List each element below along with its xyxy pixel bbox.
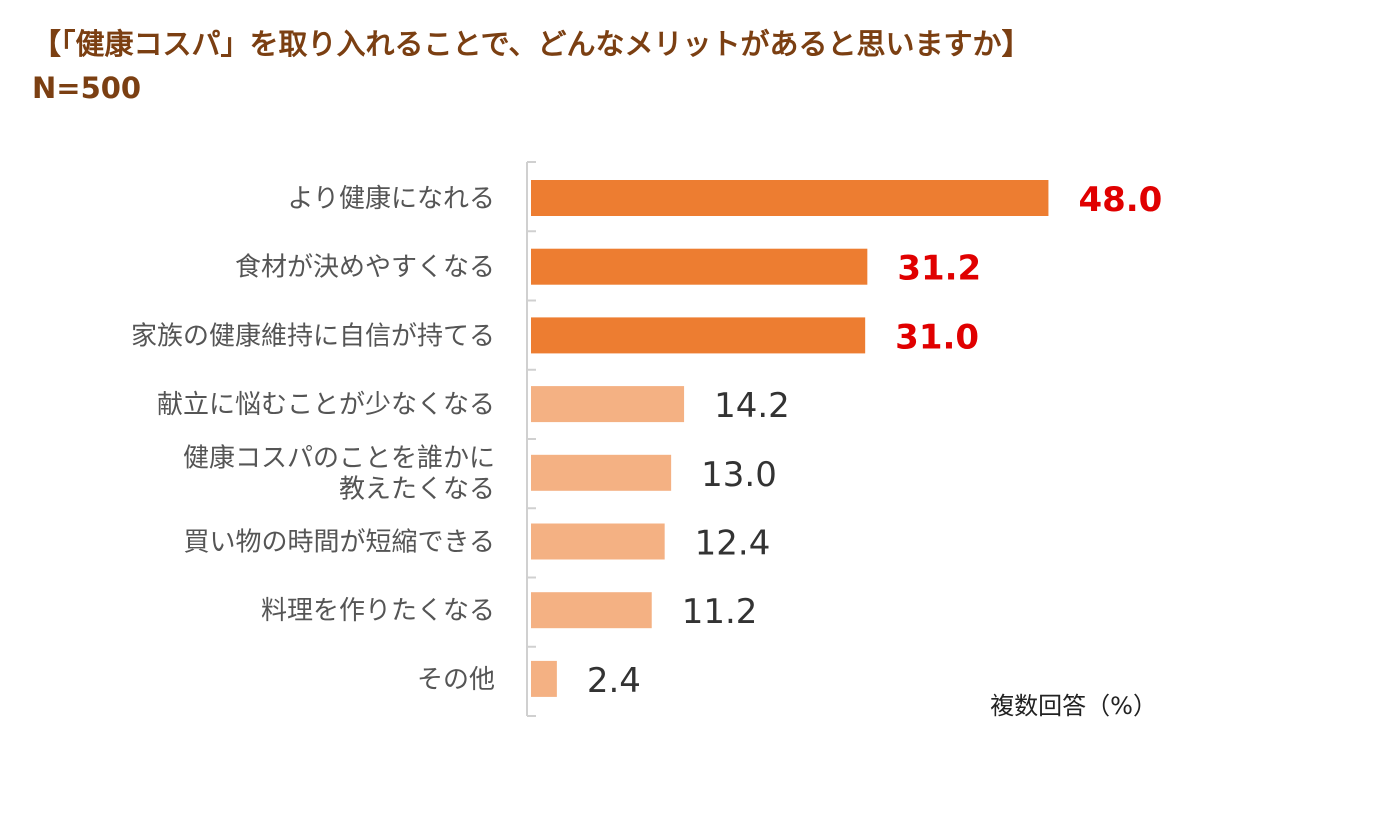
bar [531,180,1049,216]
category-label: 家族の健康維持に自信が持てる [131,321,495,351]
chart-title-block: 【「健康コスパ」を取り入れることで、どんなメリットがあると思いますか】 N=50… [32,22,1030,110]
data-label: 13.0 [701,455,777,495]
category-label: 献立に悩むことが少なくなる [157,390,495,420]
data-label: 12.4 [695,524,771,564]
category-label: より健康になれる [288,184,495,214]
category-label: その他 [417,665,495,695]
bar [531,523,665,560]
bar [531,660,557,697]
sample-size: N=500 [32,71,142,105]
bar [531,592,652,629]
bar [531,317,866,354]
category-label: 教えたくなる [339,474,495,504]
category-label: 買い物の時間が短縮できる [184,528,495,558]
data-label: 48.0 [1078,180,1162,220]
chart-title: 【「健康コスパ」を取り入れることで、どんなメリットがあると思いますか】 [32,27,1031,61]
data-label: 31.0 [895,317,979,357]
bar [531,454,672,491]
data-label: 14.2 [714,386,790,426]
multiple-answer-note: 複数回答（%） [990,692,1157,720]
data-label: 2.4 [587,661,641,701]
bar [531,386,685,423]
category-label: 食材が決めやすくなる [235,253,495,283]
category-label: 料理を作りたくなる [261,596,495,626]
bar [531,248,868,285]
category-label: 健康コスパのことを誰かに [183,443,495,473]
data-label: 31.2 [897,249,981,289]
data-label: 11.2 [682,592,758,632]
